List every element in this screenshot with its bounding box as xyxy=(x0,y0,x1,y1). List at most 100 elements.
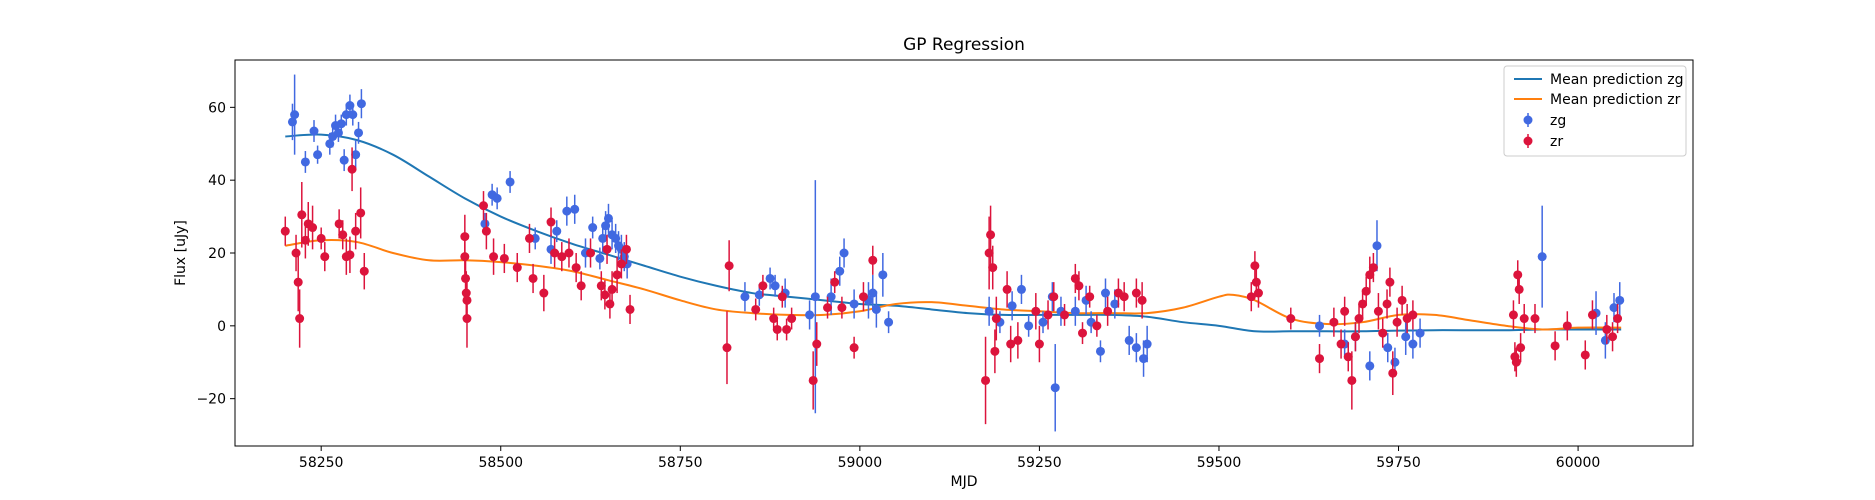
data-point-zr xyxy=(858,282,868,312)
data-point-zr xyxy=(462,289,472,348)
marker xyxy=(308,223,318,233)
data-point-zr xyxy=(347,147,357,192)
data-point-zr xyxy=(1530,303,1540,334)
data-point-zr xyxy=(625,294,635,325)
marker xyxy=(1609,303,1619,313)
marker xyxy=(1013,335,1023,345)
legend-label-zr-points: zr xyxy=(1550,134,1563,150)
marker xyxy=(1530,314,1540,324)
data-point-zr xyxy=(823,296,833,319)
marker xyxy=(300,157,310,167)
data-point-zg xyxy=(309,120,319,142)
data-point-zr xyxy=(1513,260,1523,290)
legend-box xyxy=(1503,65,1687,157)
marker xyxy=(489,252,499,262)
marker xyxy=(479,201,489,211)
marker xyxy=(1392,317,1402,327)
data-point-zg xyxy=(356,89,366,119)
data-point-zg xyxy=(505,171,515,193)
plot-background xyxy=(235,60,1693,446)
marker xyxy=(552,226,562,236)
marker xyxy=(1038,317,1048,327)
data-point-zr xyxy=(550,238,560,268)
legend-marker xyxy=(1523,136,1533,146)
marker xyxy=(990,346,1000,356)
marker xyxy=(1078,328,1088,338)
data-point-zr xyxy=(1358,289,1368,319)
marker xyxy=(765,273,775,283)
marker xyxy=(1002,284,1012,294)
marker xyxy=(1378,328,1388,338)
data-point-zr xyxy=(1006,325,1016,363)
x-tick-label: 58750 xyxy=(658,455,703,471)
marker xyxy=(1388,368,1398,378)
data-point-zr xyxy=(1347,351,1357,410)
marker xyxy=(602,244,612,254)
data-point-zr xyxy=(751,298,761,321)
data-point-zg xyxy=(348,103,358,126)
marker xyxy=(295,314,305,324)
marker xyxy=(1382,299,1392,309)
marker xyxy=(600,290,610,300)
data-point-zr xyxy=(812,322,822,366)
marker xyxy=(1587,310,1597,320)
data-point-zg xyxy=(984,296,994,326)
data-point-zg xyxy=(1315,314,1325,337)
marker xyxy=(347,164,357,174)
marker xyxy=(1329,317,1339,327)
data-point-zr xyxy=(1103,296,1113,326)
data-point-zr xyxy=(990,329,1000,374)
data-point-zg xyxy=(1408,329,1418,359)
data-point-zr xyxy=(1085,285,1095,308)
data-point-zr xyxy=(359,253,369,290)
marker xyxy=(986,230,996,240)
data-point-zr xyxy=(512,253,522,283)
marker xyxy=(354,128,364,138)
marker xyxy=(984,306,994,316)
marker xyxy=(991,314,1001,324)
marker xyxy=(805,310,815,320)
marker xyxy=(1519,314,1529,324)
data-point-zr xyxy=(280,216,290,246)
y-axis-label: Flux [uJy] xyxy=(173,220,189,286)
marker xyxy=(1024,321,1034,331)
marker xyxy=(1347,375,1357,385)
data-point-zr xyxy=(868,245,878,275)
marker xyxy=(351,150,361,160)
marker xyxy=(320,252,330,262)
data-point-zr xyxy=(489,238,499,275)
marker xyxy=(1615,295,1625,305)
marker xyxy=(1336,339,1346,349)
marker xyxy=(1361,286,1371,296)
data-point-zr xyxy=(787,307,797,330)
data-point-zr xyxy=(524,223,534,253)
data-point-zg xyxy=(1131,333,1141,363)
data-point-zr xyxy=(602,234,612,264)
data-point-zg xyxy=(1024,314,1034,337)
data-point-zg xyxy=(810,180,820,414)
data-point-zr xyxy=(849,336,859,359)
marker xyxy=(868,255,878,265)
marker xyxy=(1139,354,1149,364)
legend-label-zg-line: Mean prediction zg xyxy=(1550,72,1684,88)
marker xyxy=(480,219,490,229)
data-point-zr xyxy=(557,242,567,272)
marker xyxy=(1251,277,1261,287)
marker xyxy=(1354,314,1364,324)
prediction-curves xyxy=(285,133,1622,333)
data-point-zg xyxy=(878,253,888,297)
marker xyxy=(782,324,792,334)
marker xyxy=(1397,295,1407,305)
data-point-zr xyxy=(607,271,617,308)
data-points xyxy=(280,74,1625,432)
data-point-zg xyxy=(1100,278,1110,308)
data-point-zr xyxy=(564,238,574,268)
marker xyxy=(557,252,567,262)
marker xyxy=(1060,310,1070,320)
marker xyxy=(588,223,598,233)
data-point-zr xyxy=(356,187,366,239)
marker xyxy=(1562,321,1572,331)
data-point-zr xyxy=(1514,274,1524,304)
marker xyxy=(787,314,797,324)
